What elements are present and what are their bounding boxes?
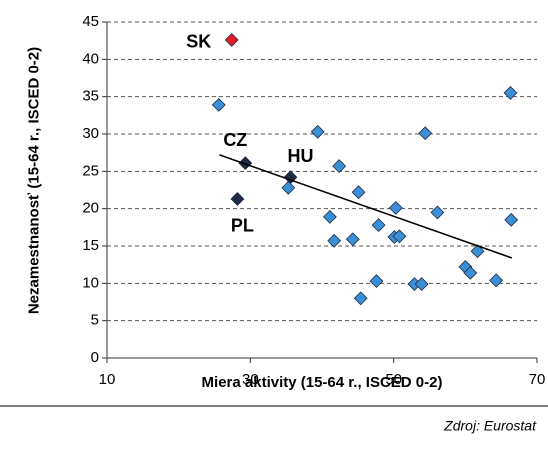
y-tick-label: 15 bbox=[82, 237, 99, 254]
trendline bbox=[219, 154, 513, 259]
y-tick-label: 5 bbox=[91, 312, 99, 329]
y-tick-label: 30 bbox=[82, 125, 99, 142]
point-label: SK bbox=[186, 32, 211, 52]
x-axis-label: Miera aktivity (15-64 r., ISCED 0-2) bbox=[202, 374, 443, 391]
point bbox=[503, 86, 518, 100]
source: Zdroj: Eurostat bbox=[443, 418, 537, 434]
point bbox=[388, 200, 403, 215]
point bbox=[369, 274, 384, 289]
point bbox=[489, 273, 504, 288]
y-tick-label: 25 bbox=[82, 162, 99, 179]
y-tick-label: 0 bbox=[91, 349, 99, 366]
point-label: HU bbox=[287, 146, 313, 166]
point bbox=[414, 277, 429, 292]
x-tick-label: 30 bbox=[242, 371, 259, 388]
point bbox=[371, 218, 386, 233]
x-tick-label: 70 bbox=[529, 371, 546, 388]
point bbox=[418, 126, 433, 141]
y-tick-label: 40 bbox=[82, 50, 99, 67]
point bbox=[224, 32, 239, 47]
point-label: CZ bbox=[223, 130, 247, 150]
x-tick-label: 50 bbox=[385, 371, 402, 388]
point bbox=[470, 244, 485, 259]
y-tick-label: 20 bbox=[82, 200, 99, 217]
y-axis-label: Nezamestnanosť (15-64 r., ISCED 0-2) bbox=[25, 46, 43, 315]
point-label: PL bbox=[231, 216, 254, 236]
y-tick-label: 10 bbox=[82, 274, 99, 291]
point bbox=[310, 124, 325, 139]
point bbox=[392, 229, 407, 244]
point bbox=[211, 97, 226, 112]
point bbox=[463, 265, 478, 280]
point bbox=[332, 159, 347, 174]
point bbox=[322, 209, 337, 224]
point bbox=[504, 212, 519, 227]
y-tick-label: 45 bbox=[82, 13, 99, 30]
point bbox=[230, 192, 245, 206]
point bbox=[351, 185, 366, 200]
point bbox=[430, 205, 445, 220]
y-tick-label: 35 bbox=[82, 88, 99, 105]
point bbox=[353, 291, 368, 306]
point bbox=[327, 233, 342, 248]
point bbox=[345, 232, 360, 247]
x-tick-label: 10 bbox=[99, 371, 116, 388]
point bbox=[281, 180, 296, 195]
point bbox=[238, 156, 253, 171]
point bbox=[407, 277, 422, 292]
